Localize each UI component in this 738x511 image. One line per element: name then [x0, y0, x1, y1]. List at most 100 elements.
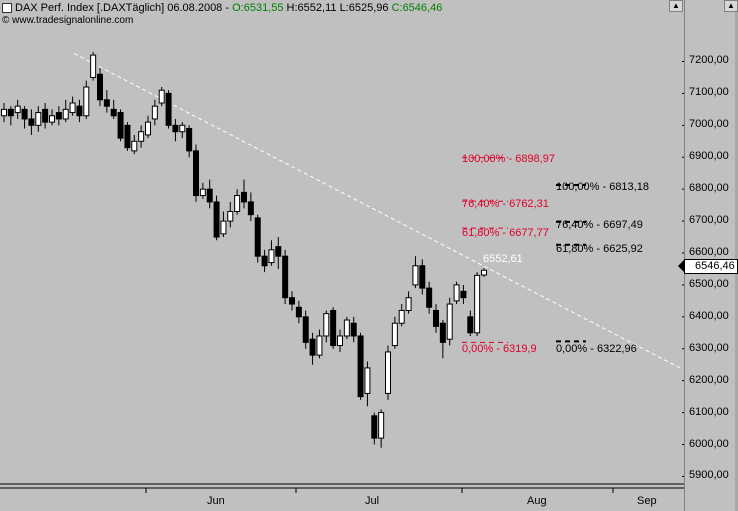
- y-tick-label: 6400,00: [689, 309, 729, 322]
- candle-body: [467, 316, 474, 334]
- candle-body: [433, 309, 439, 327]
- candle-body: [247, 201, 254, 216]
- candle-body: [179, 124, 186, 133]
- candle-body: [117, 112, 124, 139]
- y-tick-label: 6300,00: [689, 341, 729, 354]
- candle-body: [316, 335, 323, 356]
- candle-body: [261, 255, 268, 267]
- candle-body: [103, 99, 110, 107]
- candle-body: [186, 128, 193, 152]
- candle-body: [90, 54, 97, 78]
- candle-body: [83, 86, 90, 117]
- candle-body: [275, 246, 282, 257]
- candle-body: [42, 108, 49, 123]
- candle-body: [213, 201, 220, 238]
- candle-body: [28, 118, 35, 126]
- candle-body: [412, 265, 419, 286]
- candle-body: [405, 297, 412, 311]
- candle-body: [124, 124, 131, 149]
- candle-body: [55, 112, 62, 120]
- candle-body: [350, 322, 357, 337]
- candle-body: [378, 412, 385, 439]
- app-icon: [2, 3, 12, 13]
- close-value: C:6546,46: [391, 2, 443, 14]
- current-price-marker: 6546,46: [678, 259, 738, 274]
- y-tick-label: 6700,00: [689, 214, 729, 227]
- scroll-up-right-icon[interactable]: ▲: [724, 0, 738, 12]
- candle-body: [21, 108, 28, 120]
- x-tick-label: Sep: [637, 495, 657, 507]
- candle-body: [268, 249, 275, 264]
- candle-body: [289, 297, 295, 305]
- y-tick-label: 6000,00: [689, 437, 729, 450]
- trendline: [73, 53, 681, 369]
- fib-red-0-label: 0,00% - 6319,9: [462, 343, 537, 355]
- y-tick-label: 7100,00: [689, 86, 729, 99]
- candle-body: [364, 367, 371, 394]
- y-tick-label: 6600,00: [689, 246, 729, 258]
- fib-red-100-label: 100,00% - 6898,97: [462, 153, 555, 165]
- candle-body: [439, 322, 446, 343]
- y-tick-label: 5900,00: [689, 469, 729, 482]
- date-label: 06.08.2008: [167, 2, 223, 14]
- candle-body: [302, 316, 309, 343]
- watermark: © www.tradesignalonline.com: [2, 15, 134, 26]
- x-tick-label: Jul: [365, 495, 380, 507]
- candle-body: [35, 112, 42, 126]
- trendline-value-label: 6552,61: [483, 253, 523, 265]
- candle-body: [282, 255, 289, 299]
- period-label: Täglich]: [125, 2, 165, 14]
- y-tick-label: 7000,00: [689, 118, 729, 131]
- candle-body: [131, 140, 138, 152]
- candle-body: [199, 188, 206, 197]
- candle-body: [69, 102, 76, 114]
- candle-body: [172, 124, 179, 133]
- candle-body: [295, 306, 302, 318]
- candle-body: [323, 313, 330, 337]
- candle-body: [234, 195, 241, 213]
- candle-body: [49, 115, 55, 123]
- candle-body: [474, 274, 481, 334]
- candle-body: [206, 188, 213, 203]
- candle-body: [254, 217, 261, 257]
- fib-black-61-label: 61,80% - 6625,92: [556, 243, 643, 255]
- candle-body: [220, 220, 227, 235]
- candle-body: [138, 131, 145, 142]
- fib-black-76-label: 76,40% - 6697,49: [556, 219, 643, 231]
- candle-body: [227, 211, 234, 222]
- header-separator: -: [225, 2, 230, 14]
- candle-body: [330, 309, 337, 347]
- candle-body: [110, 108, 117, 117]
- candle-body: [343, 319, 350, 337]
- candle-body: [7, 108, 14, 117]
- candle-body: [426, 287, 433, 308]
- high-value: H:6552,11: [286, 2, 337, 14]
- candle-body: [391, 322, 398, 347]
- fib-red-61-label: 61,80% - 6677,77: [462, 227, 549, 239]
- fib-black-0-label: 0,00% - 6322,96: [556, 343, 637, 355]
- candle-body: [241, 191, 247, 203]
- candle-body: [145, 121, 151, 136]
- candle-body: [337, 335, 343, 347]
- chart-header: DAX Perf. Index [.DAXTäglich] 06.08.2008…: [0, 0, 684, 16]
- y-axis-panel[interactable]: 7200,00 7100,00 7000,00 6900,00 6800,00 6700,…: [684, 0, 738, 511]
- candle-body: [371, 415, 378, 439]
- candle-body: [453, 284, 460, 302]
- candle-body: [165, 92, 172, 126]
- candle-body: [398, 309, 405, 324]
- candle-body: [357, 335, 364, 398]
- candle-body: [446, 303, 453, 340]
- scroll-up-icon[interactable]: ▲: [669, 0, 683, 12]
- candle-body: [14, 105, 21, 114]
- price-chart[interactable]: [0, 0, 684, 511]
- candle-body: [460, 290, 467, 299]
- fib-black-100-label: 100,00% - 6813,18: [556, 181, 649, 193]
- open-value: O:6531,55: [232, 2, 284, 14]
- candle-body: [193, 150, 199, 197]
- candle-body: [62, 108, 69, 120]
- candle-body: [481, 269, 487, 276]
- y-tick-label: 6800,00: [689, 182, 729, 195]
- candle-body: [158, 89, 165, 104]
- candle-body: [151, 105, 158, 120]
- fib-red-76-label: 76,40% - 6762,31: [462, 198, 549, 210]
